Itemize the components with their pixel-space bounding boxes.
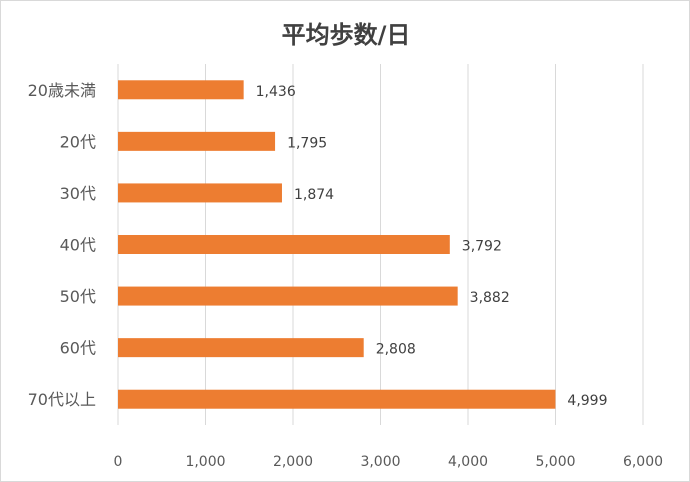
bar — [118, 80, 244, 100]
category-label: 30代 — [60, 184, 96, 203]
data-label: 1,874 — [294, 187, 334, 203]
category-label: 50代 — [60, 287, 96, 306]
x-tick-label: 5,000 — [535, 454, 575, 470]
data-label: 2,808 — [376, 342, 416, 358]
bar — [118, 389, 556, 409]
bar — [118, 183, 282, 203]
data-label: 3,882 — [470, 290, 510, 306]
category-label: 20歳未満 — [28, 81, 96, 100]
x-tick-label: 3,000 — [360, 454, 400, 470]
data-label: 4,999 — [567, 393, 607, 409]
x-tick-label: 4,000 — [448, 454, 488, 470]
bar — [118, 286, 458, 306]
x-tick-label: 2,000 — [273, 454, 313, 470]
data-label: 3,792 — [462, 239, 502, 255]
category-label: 60代 — [60, 339, 96, 358]
bar — [118, 131, 276, 151]
x-tick-label: 0 — [114, 454, 123, 470]
bar — [118, 235, 450, 254]
bar — [118, 338, 364, 358]
chart-title: 平均歩数/日 — [281, 21, 411, 49]
category-label: 20代 — [60, 132, 96, 151]
data-label: 1,436 — [256, 84, 296, 100]
data-label: 1,795 — [287, 135, 327, 151]
x-tick-label: 6,000 — [623, 454, 663, 470]
category-label: 70代以上 — [28, 390, 96, 409]
category-label: 40代 — [60, 236, 96, 255]
x-tick-label: 1,000 — [185, 454, 225, 470]
